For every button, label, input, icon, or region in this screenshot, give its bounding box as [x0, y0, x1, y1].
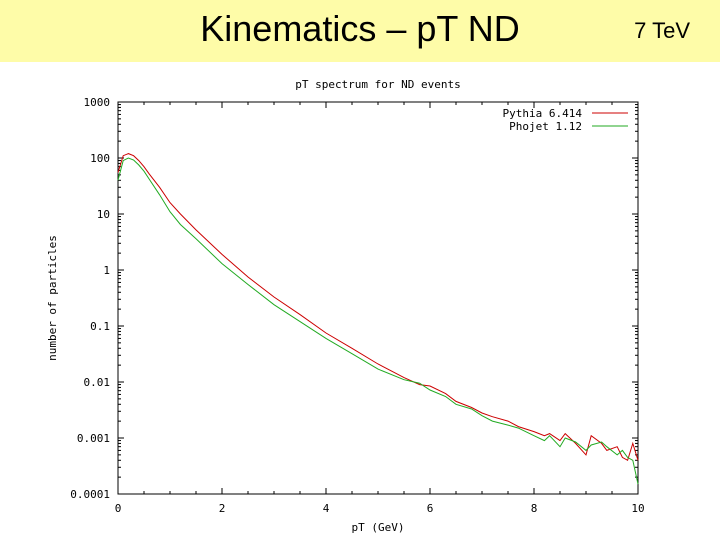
slide-title: Kinematics – pT ND: [200, 8, 520, 49]
y-tick-label: 0.01: [84, 376, 111, 389]
plot-frame: [117, 101, 639, 495]
y-tick-label: 0.001: [77, 432, 110, 445]
y-tick-label: 100: [90, 152, 110, 165]
x-tick-label: 10: [631, 502, 644, 515]
legend-label: Pythia 6.414: [503, 107, 583, 120]
y-tick-label: 10: [97, 208, 110, 221]
series-lines: [117, 153, 639, 485]
x-tick-label: 4: [323, 502, 330, 515]
axis-ticks: 0 2 4 6 8 10 1000 100 10 1 0.1 0.01 0.001 0.0001: [70, 96, 644, 515]
y-tick-label: 1000: [84, 96, 111, 109]
y-tick-label: 0.0001: [70, 488, 110, 501]
energy-label: 7 TeV: [634, 18, 690, 43]
x-tick-label: 2: [219, 502, 226, 515]
y-tick-label: 0.1: [90, 320, 110, 333]
x-tick-label: 0: [115, 502, 122, 515]
series-line-1: [117, 157, 639, 485]
series-line-0: [117, 153, 639, 462]
x-tick-label: 6: [427, 502, 434, 515]
y-tick-label: 1: [103, 264, 110, 277]
pt-spectrum-chart: pT spectrum for ND events pT (GeV) numbe…: [46, 78, 645, 534]
title-bar: Kinematics – pT ND 7 TeV: [0, 0, 720, 62]
x-tick-label: 8: [531, 502, 538, 515]
chart-title: pT spectrum for ND events: [295, 78, 461, 91]
legend-label: Phojet 1.12: [509, 120, 582, 133]
y-axis-label: number of particles: [46, 235, 59, 361]
x-axis-label: pT (GeV): [352, 521, 405, 534]
